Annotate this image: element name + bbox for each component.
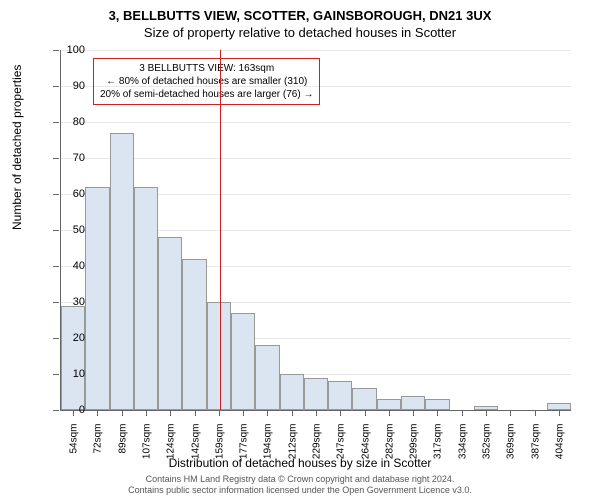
x-tick-label: 177sqm <box>239 424 250 474</box>
histogram-bar <box>61 306 85 410</box>
annotation-box: 3 BELLBUTTS VIEW: 163sqm ← 80% of detach… <box>93 58 320 105</box>
footer-line2: Contains public sector information licen… <box>0 485 600 496</box>
y-tick <box>53 50 59 51</box>
histogram-bar <box>182 259 206 410</box>
x-tick-label: 282sqm <box>384 424 395 474</box>
x-tick <box>437 410 438 416</box>
x-tick-label: 247sqm <box>336 424 347 474</box>
x-tick-label: 299sqm <box>409 424 420 474</box>
gridline <box>61 122 571 123</box>
histogram-bar <box>304 378 328 410</box>
x-tick <box>146 410 147 416</box>
x-tick-label: 404sqm <box>554 424 565 474</box>
y-tick-label: 20 <box>73 332 85 344</box>
chart-subtitle: Size of property relative to detached ho… <box>0 23 600 40</box>
y-tick-label: 100 <box>67 44 85 56</box>
x-tick-label: 264sqm <box>360 424 371 474</box>
x-tick <box>292 410 293 416</box>
x-tick-label: 72sqm <box>93 424 104 474</box>
x-tick <box>267 410 268 416</box>
y-tick-label: 70 <box>73 152 85 164</box>
x-tick <box>462 410 463 416</box>
x-tick-label: 159sqm <box>214 424 225 474</box>
y-tick-label: 50 <box>73 224 85 236</box>
y-tick-label: 0 <box>79 404 85 416</box>
x-tick <box>559 410 560 416</box>
y-tick <box>53 86 59 87</box>
y-tick <box>53 374 59 375</box>
y-tick <box>53 194 59 195</box>
x-tick-label: 212sqm <box>287 424 298 474</box>
y-tick <box>53 122 59 123</box>
histogram-bar <box>110 133 134 410</box>
x-tick-label: 229sqm <box>312 424 323 474</box>
x-tick-label: 124sqm <box>166 424 177 474</box>
chart-footer: Contains HM Land Registry data © Crown c… <box>0 474 600 496</box>
x-tick <box>316 410 317 416</box>
y-tick <box>53 302 59 303</box>
x-tick <box>97 410 98 416</box>
y-tick-label: 60 <box>73 188 85 200</box>
y-tick-label: 40 <box>73 260 85 272</box>
histogram-bar <box>328 381 352 410</box>
x-tick <box>195 410 196 416</box>
y-tick <box>53 230 59 231</box>
x-tick <box>243 410 244 416</box>
y-tick-label: 30 <box>73 296 85 308</box>
y-axis-label: Number of detached properties <box>10 65 24 230</box>
footer-line1: Contains HM Land Registry data © Crown c… <box>0 474 600 485</box>
histogram-bar <box>255 345 279 410</box>
x-tick <box>413 410 414 416</box>
histogram-bar <box>280 374 304 410</box>
annotation-line1: 3 BELLBUTTS VIEW: 163sqm <box>100 62 313 75</box>
y-tick-label: 90 <box>73 80 85 92</box>
y-tick <box>53 338 59 339</box>
x-tick <box>486 410 487 416</box>
chart-container: 3, BELLBUTTS VIEW, SCOTTER, GAINSBOROUGH… <box>0 0 600 500</box>
x-tick-label: 194sqm <box>263 424 274 474</box>
chart-title: 3, BELLBUTTS VIEW, SCOTTER, GAINSBOROUGH… <box>0 0 600 23</box>
histogram-bar <box>425 399 449 410</box>
y-tick <box>53 158 59 159</box>
histogram-bar <box>158 237 182 410</box>
histogram-bar <box>377 399 401 410</box>
x-tick-label: 369sqm <box>506 424 517 474</box>
gridline <box>61 86 571 87</box>
histogram-bar <box>547 403 571 410</box>
x-tick <box>340 410 341 416</box>
x-tick <box>389 410 390 416</box>
y-tick-label: 10 <box>73 368 85 380</box>
histogram-bar <box>85 187 109 410</box>
x-tick-label: 317sqm <box>433 424 444 474</box>
x-tick-label: 334sqm <box>457 424 468 474</box>
x-tick <box>535 410 536 416</box>
x-tick-label: 54sqm <box>69 424 80 474</box>
x-tick <box>170 410 171 416</box>
histogram-bar <box>401 396 425 410</box>
histogram-bar <box>231 313 255 410</box>
x-tick-label: 89sqm <box>117 424 128 474</box>
x-tick-label: 352sqm <box>482 424 493 474</box>
histogram-bar <box>352 388 376 410</box>
x-tick-label: 107sqm <box>142 424 153 474</box>
y-tick <box>53 410 59 411</box>
y-tick <box>53 266 59 267</box>
x-tick <box>510 410 511 416</box>
gridline <box>61 158 571 159</box>
gridline <box>61 50 571 51</box>
x-tick <box>365 410 366 416</box>
x-tick-label: 387sqm <box>530 424 541 474</box>
x-tick <box>219 410 220 416</box>
x-tick <box>122 410 123 416</box>
histogram-bar <box>134 187 158 410</box>
plot-area: 3 BELLBUTTS VIEW: 163sqm ← 80% of detach… <box>60 50 571 411</box>
x-tick-label: 142sqm <box>190 424 201 474</box>
x-tick <box>73 410 74 416</box>
y-tick-label: 80 <box>73 116 85 128</box>
marker-line <box>220 50 221 410</box>
annotation-line3: 20% of semi-detached houses are larger (… <box>100 88 313 101</box>
